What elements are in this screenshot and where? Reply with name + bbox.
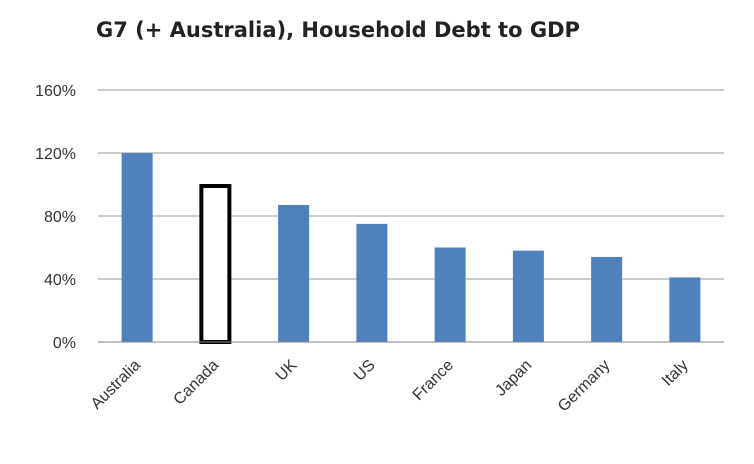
- y-tick-label: 160%: [35, 83, 76, 100]
- bar-uk: [278, 204, 310, 342]
- chart-title: G7 (+ Australia), Household Debt to GDP: [96, 18, 580, 42]
- bar-france: [434, 247, 466, 342]
- x-tick-label: Australia: [88, 357, 144, 413]
- y-axis-ticks: 0% 40% 80% 120% 160%: [35, 83, 76, 352]
- bar-us: [356, 223, 388, 342]
- x-tick-label: Japan: [492, 357, 535, 400]
- y-tick-label: 80%: [44, 209, 76, 226]
- bar-australia: [121, 153, 153, 342]
- x-tick-label: UK: [273, 357, 301, 385]
- y-tick-label: 0%: [53, 335, 76, 352]
- y-tick-label: 120%: [35, 146, 76, 163]
- bar-italy: [669, 277, 701, 342]
- x-tick-label: Canada: [171, 357, 223, 409]
- y-tick-label: 40%: [44, 272, 76, 289]
- x-tick-label: France: [410, 357, 457, 404]
- bar-japan: [512, 250, 544, 342]
- x-tick-label: US: [351, 357, 379, 385]
- x-tick-label: Italy: [659, 357, 692, 390]
- x-tick-label: Germany: [555, 357, 614, 416]
- bar-canada: [199, 184, 232, 344]
- bar-germany: [591, 256, 623, 342]
- bars: [121, 153, 701, 344]
- x-axis-ticks: Australia Canada UK US France Japan Germany Ita…: [88, 357, 692, 416]
- gridlines: [98, 89, 724, 280]
